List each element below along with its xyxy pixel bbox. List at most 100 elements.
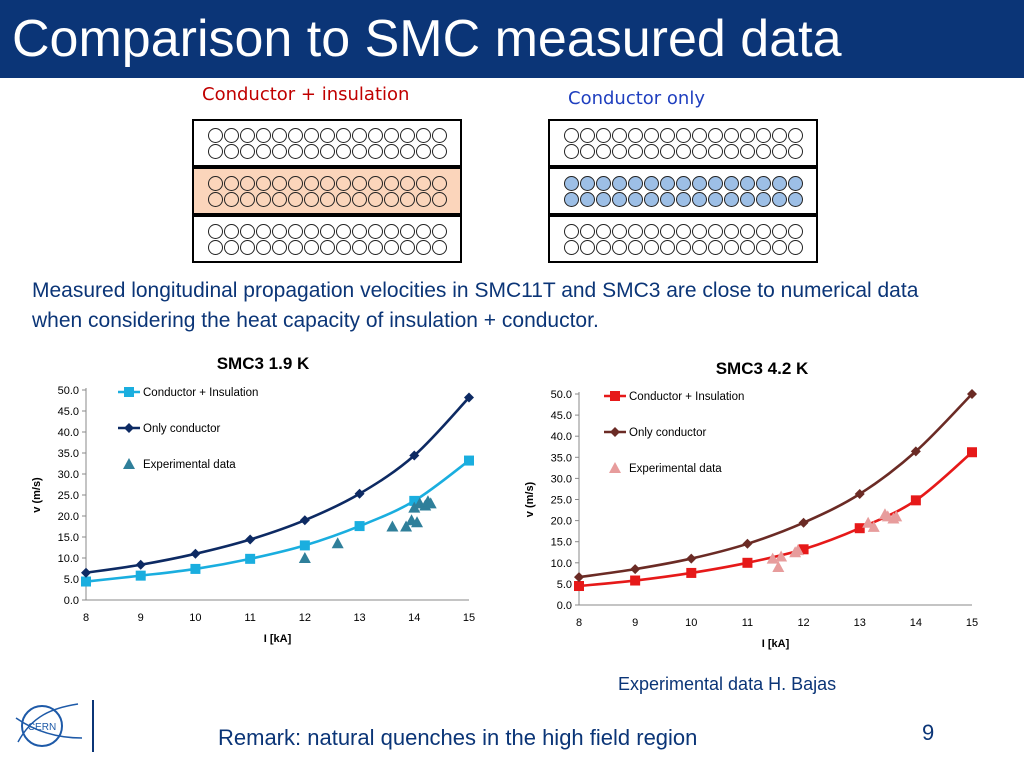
x-tick-label: 12 xyxy=(797,617,809,629)
strand-circle xyxy=(675,191,691,207)
strand-circle xyxy=(755,127,771,143)
strand-circle xyxy=(319,175,335,191)
data-point xyxy=(299,540,310,551)
strand-circle xyxy=(431,239,447,255)
strand-circle xyxy=(207,143,223,159)
data-point xyxy=(772,561,785,573)
strand-circle xyxy=(611,239,627,255)
strand-circle xyxy=(771,175,787,191)
strand-circle xyxy=(239,191,255,207)
y-tick-label: 25.0 xyxy=(58,490,79,502)
strand-circle xyxy=(595,239,611,255)
chart-smc3-1-9k: SMC3 1.9 K 0.0 5.0 10.0 15.0 20.0 25.0 30.0 35.0… xyxy=(31,354,475,645)
data-point xyxy=(867,520,880,532)
data-point xyxy=(408,501,421,513)
data-point xyxy=(798,544,809,555)
y-tick-label: 50.0 xyxy=(58,385,79,397)
data-point xyxy=(686,567,697,578)
legend-label: Conductor + Insulation xyxy=(143,387,258,399)
strand-circle xyxy=(383,191,399,207)
strand-circle xyxy=(707,223,723,239)
strand-circle xyxy=(303,223,319,239)
legend-entry: Experimental data xyxy=(123,458,236,471)
cern-logo: CERN xyxy=(15,703,83,747)
y-tick-label: 50.0 xyxy=(551,389,572,401)
y-tick-label: 5.0 xyxy=(557,579,572,591)
strand-circle xyxy=(399,191,415,207)
strand-circle xyxy=(351,239,367,255)
strand-circle xyxy=(579,127,595,143)
strand-circle xyxy=(755,223,771,239)
strand-row xyxy=(207,239,447,255)
strand-circle xyxy=(303,239,319,255)
strand-circle xyxy=(643,239,659,255)
strand-circle xyxy=(755,239,771,255)
strand-row xyxy=(563,143,803,159)
strand-circle xyxy=(335,191,351,207)
strand-circle xyxy=(223,239,239,255)
strand-circle xyxy=(287,143,303,159)
y-axis-label: v (m/s) xyxy=(31,477,43,513)
y-tick-label: 0.0 xyxy=(557,600,572,612)
data-point xyxy=(464,455,474,466)
strand-circle xyxy=(611,223,627,239)
strand-row xyxy=(207,175,447,191)
data-point xyxy=(411,516,424,528)
x-tick-label: 13 xyxy=(353,612,365,624)
strand-circle xyxy=(691,239,707,255)
strand-circle xyxy=(399,127,415,143)
data-point xyxy=(791,544,804,556)
strand-circle xyxy=(335,127,351,143)
strand-circle xyxy=(351,175,367,191)
strand-circle xyxy=(303,191,319,207)
strand-circle xyxy=(627,143,643,159)
strand-circle xyxy=(271,223,287,239)
legend-marker xyxy=(124,387,134,397)
strand-circle xyxy=(399,175,415,191)
data-point xyxy=(630,575,641,586)
strand-circle xyxy=(691,143,707,159)
legend-label: Experimental data xyxy=(629,463,722,475)
strand-circle xyxy=(287,239,303,255)
strand-circle xyxy=(563,175,579,191)
strand-circle xyxy=(239,143,255,159)
y-tick-label: 0.0 xyxy=(64,595,79,607)
legend-marker xyxy=(124,423,134,433)
series-experimental-data xyxy=(766,508,903,573)
strand-circle xyxy=(675,143,691,159)
strand-circle xyxy=(255,175,271,191)
strand-circle xyxy=(319,239,335,255)
y-tick-label: 45.0 xyxy=(58,406,79,418)
strand-circle xyxy=(723,127,739,143)
strand-circle xyxy=(287,127,303,143)
x-axis-label: I [kA] xyxy=(264,633,292,645)
strand-circle xyxy=(771,191,787,207)
y-tick-label: 35.0 xyxy=(58,448,79,460)
strand-row xyxy=(563,127,803,143)
data-point xyxy=(299,515,310,526)
x-tick-label: 13 xyxy=(854,617,866,629)
chart-title: SMC3 4.2 K xyxy=(716,359,809,378)
strand-circle xyxy=(755,143,771,159)
strand-circle xyxy=(367,191,383,207)
y-tick-label: 25.0 xyxy=(551,495,572,507)
x-tick-label: 14 xyxy=(910,617,922,629)
strand-circle xyxy=(255,127,271,143)
strand-circle xyxy=(707,127,723,143)
strand-circle xyxy=(271,191,287,207)
strand-circle xyxy=(367,175,383,191)
strand-circle xyxy=(643,175,659,191)
strand-row xyxy=(563,175,803,191)
strand-circle xyxy=(739,191,755,207)
strand-circle xyxy=(239,127,255,143)
data-point xyxy=(245,553,256,564)
legend-label: Only conductor xyxy=(143,423,221,435)
cable-block-bottom-right xyxy=(548,215,818,263)
y-tick-label: 15.0 xyxy=(58,532,79,544)
strand-circle xyxy=(659,239,675,255)
strand-circle xyxy=(739,223,755,239)
x-tick-label: 10 xyxy=(685,617,697,629)
y-tick-label: 20.0 xyxy=(58,511,79,523)
strand-circle xyxy=(367,223,383,239)
strand-circle xyxy=(223,191,239,207)
